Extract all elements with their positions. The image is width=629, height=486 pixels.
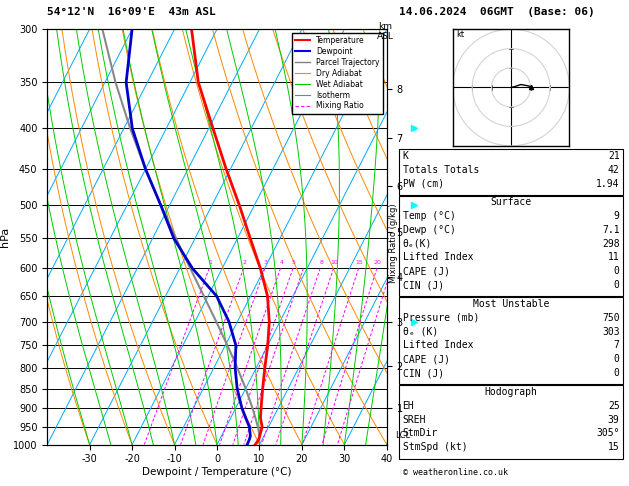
Text: Hodograph: Hodograph	[484, 387, 538, 397]
Text: 15: 15	[608, 442, 620, 452]
Text: 2: 2	[243, 260, 247, 265]
Text: Mixing Ratio (g/kg): Mixing Ratio (g/kg)	[389, 203, 398, 283]
Text: θₑ(K): θₑ(K)	[403, 239, 432, 249]
Text: 303: 303	[602, 327, 620, 337]
Text: SREH: SREH	[403, 415, 426, 425]
Text: CIN (J): CIN (J)	[403, 368, 443, 378]
Text: LCL: LCL	[395, 432, 410, 440]
Text: km
ASL: km ASL	[377, 22, 394, 41]
Text: 9: 9	[614, 211, 620, 221]
Text: 0: 0	[614, 368, 620, 378]
Text: 1.94: 1.94	[596, 179, 620, 189]
Text: 305°: 305°	[596, 429, 620, 438]
Text: 54°12'N  16°09'E  43m ASL: 54°12'N 16°09'E 43m ASL	[47, 7, 216, 17]
Text: StmSpd (kt): StmSpd (kt)	[403, 442, 467, 452]
Text: CAPE (J): CAPE (J)	[403, 354, 450, 364]
Text: PW (cm): PW (cm)	[403, 179, 443, 189]
Text: StmDir: StmDir	[403, 429, 438, 438]
Text: Totals Totals: Totals Totals	[403, 165, 479, 175]
Text: 4: 4	[279, 260, 284, 265]
Text: 14.06.2024  06GMT  (Base: 06): 14.06.2024 06GMT (Base: 06)	[399, 7, 595, 17]
Text: K: K	[403, 151, 408, 161]
Text: 11: 11	[608, 253, 620, 262]
Text: 298: 298	[602, 239, 620, 249]
Text: 15: 15	[355, 260, 364, 265]
Text: 8: 8	[319, 260, 323, 265]
Text: 25: 25	[608, 401, 620, 411]
Text: 3: 3	[264, 260, 268, 265]
Y-axis label: hPa: hPa	[0, 227, 10, 247]
Text: 20: 20	[374, 260, 382, 265]
Legend: Temperature, Dewpoint, Parcel Trajectory, Dry Adiabat, Wet Adiabat, Isotherm, Mi: Temperature, Dewpoint, Parcel Trajectory…	[292, 33, 383, 114]
Text: Most Unstable: Most Unstable	[473, 299, 549, 309]
Text: 39: 39	[608, 415, 620, 425]
Text: Temp (°C): Temp (°C)	[403, 211, 455, 221]
Text: 42: 42	[608, 165, 620, 175]
Text: EH: EH	[403, 401, 415, 411]
Text: Surface: Surface	[491, 197, 532, 207]
Text: 0: 0	[614, 354, 620, 364]
Text: © weatheronline.co.uk: © weatheronline.co.uk	[403, 468, 508, 477]
Text: 7: 7	[614, 341, 620, 350]
Text: 5: 5	[292, 260, 296, 265]
Text: 750: 750	[602, 313, 620, 323]
Text: Lifted Index: Lifted Index	[403, 253, 473, 262]
Text: Dewp (°C): Dewp (°C)	[403, 225, 455, 235]
Text: 10: 10	[331, 260, 338, 265]
Text: 7.1: 7.1	[602, 225, 620, 235]
X-axis label: Dewpoint / Temperature (°C): Dewpoint / Temperature (°C)	[142, 467, 292, 477]
Text: 21: 21	[608, 151, 620, 161]
Text: Pressure (mb): Pressure (mb)	[403, 313, 479, 323]
Text: 0: 0	[614, 266, 620, 277]
Text: CAPE (J): CAPE (J)	[403, 266, 450, 277]
Text: kt: kt	[457, 30, 465, 39]
Text: 1: 1	[208, 260, 212, 265]
Text: CIN (J): CIN (J)	[403, 280, 443, 290]
Text: Lifted Index: Lifted Index	[403, 341, 473, 350]
Text: 0: 0	[614, 280, 620, 290]
Text: θₑ (K): θₑ (K)	[403, 327, 438, 337]
